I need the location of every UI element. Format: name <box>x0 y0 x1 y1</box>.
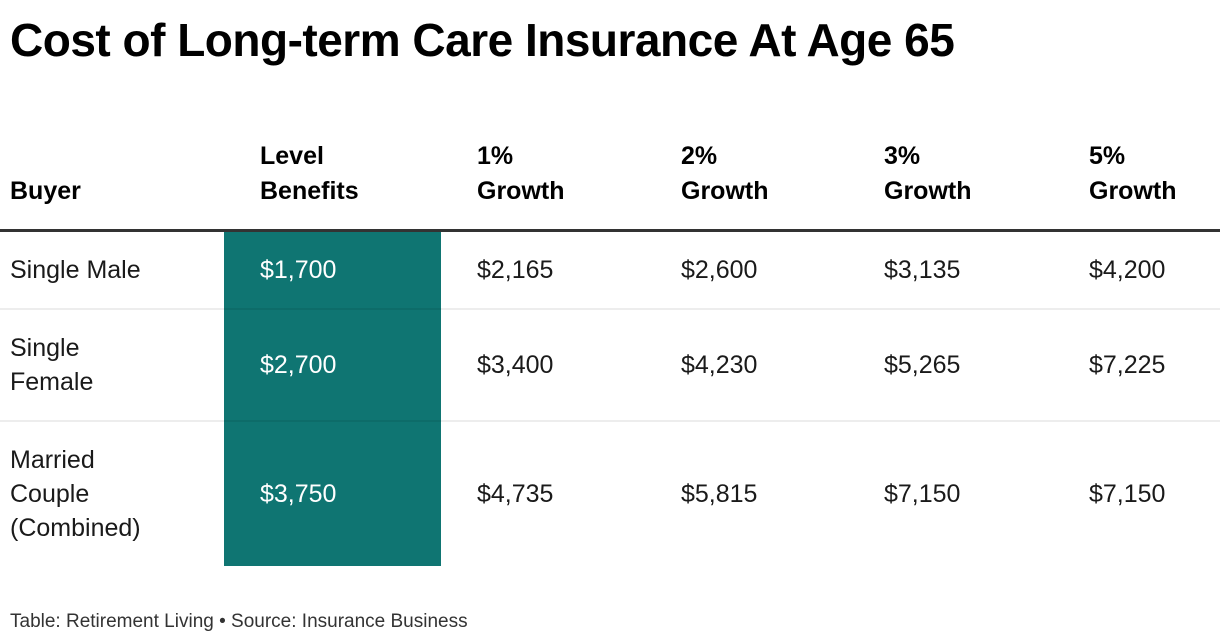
buyer-line: Married <box>10 445 95 474</box>
cell-1pct-growth: $3,400 <box>441 307 645 421</box>
table-row-married-couple: Married Couple (Combined) $3,750 $4,735 … <box>0 419 1220 566</box>
cell-1pct-growth: $4,735 <box>441 419 645 566</box>
table-attribution: Table: Retirement Living • Source: Insur… <box>10 610 468 632</box>
column-header-2pct-growth: 2% Growth <box>645 124 848 232</box>
cell-2pct-growth: $2,600 <box>681 255 758 284</box>
header-line: 1% <box>477 141 514 170</box>
header-line: Growth <box>1089 176 1177 205</box>
column-header-level-benefits: Level Benefits <box>224 124 441 232</box>
table-body: Single Male $1,700 $2,165 $2,600 $3,135 … <box>0 230 1220 566</box>
cell-3pct-growth: $5,265 <box>848 307 1053 421</box>
header-line: 5% <box>1089 141 1126 170</box>
header-line: Growth <box>884 176 972 205</box>
chart-title: Cost of Long-term Care Insurance At Age … <box>10 14 955 66</box>
cell-2pct-growth: $4,230 <box>645 307 848 421</box>
header-line: Buyer <box>10 176 81 205</box>
column-header-buyer: Buyer <box>0 124 224 232</box>
buyer-line: Female <box>10 367 94 396</box>
cell-buyer: Single Male <box>0 230 224 309</box>
cell-3pct-growth: $7,150 <box>848 419 1053 566</box>
highlighted-cell-level-benefits: $2,700 <box>224 307 441 421</box>
cell-5pct-growth: $7,225 <box>1053 307 1220 421</box>
header-line: 3% <box>884 141 921 170</box>
cell-1pct-growth: $2,165 <box>477 255 554 284</box>
table-row-single-male: Single Male $1,700 $2,165 $2,600 $3,135 … <box>0 230 1220 309</box>
column-header-1pct-growth: 1% Growth <box>441 124 645 232</box>
header-row: Buyer Level Benefits 1% Growth 2% Growth… <box>0 124 1220 232</box>
table-row-single-female: Single Female $2,700 $3,400 $4,230 $5,26… <box>0 307 1220 421</box>
cell-buyer: Single Female <box>0 307 224 421</box>
highlighted-cell-level-benefits: $3,750 <box>224 419 441 566</box>
buyer-line: Single Male <box>10 255 141 284</box>
column-header-5pct-growth: 5% Growth <box>1053 124 1220 232</box>
buyer-line: Single <box>10 333 80 362</box>
cell-2pct-growth: $5,815 <box>645 419 848 566</box>
header-line: Growth <box>681 176 769 205</box>
cell-5pct-growth: $4,200 <box>1089 255 1166 284</box>
buyer-line: (Combined) <box>10 513 141 542</box>
column-header-3pct-growth: 3% Growth <box>848 124 1053 232</box>
header-line: Level <box>260 141 324 170</box>
header-line: Benefits <box>260 176 359 205</box>
cell-3pct-growth: $3,135 <box>884 255 961 284</box>
header-line: Growth <box>477 176 565 205</box>
cell-buyer: Married Couple (Combined) <box>0 419 224 566</box>
cell-5pct-growth: $7,150 <box>1053 419 1220 566</box>
table-header: Buyer Level Benefits 1% Growth 2% Growth… <box>0 124 1220 232</box>
header-line: 2% <box>681 141 718 170</box>
highlighted-cell-level-benefits: $1,700 <box>224 230 441 309</box>
cost-table: Buyer Level Benefits 1% Growth 2% Growth… <box>0 124 1220 566</box>
buyer-line: Couple <box>10 479 90 508</box>
